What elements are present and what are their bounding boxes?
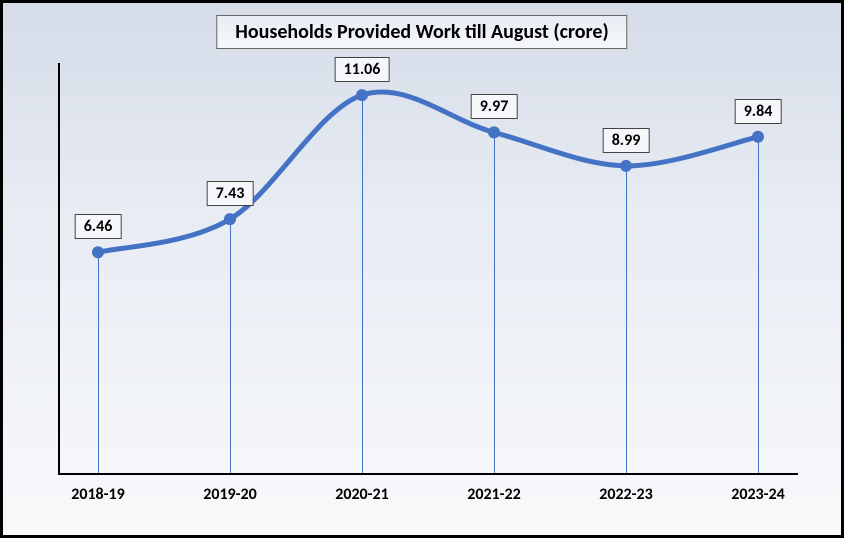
x-axis-label: 2021-22 [467, 485, 521, 504]
x-axis-label: 2019-20 [203, 485, 257, 504]
drop-line [494, 132, 495, 473]
drop-line [230, 219, 231, 473]
drop-line [362, 95, 363, 473]
data-label: 9.84 [735, 99, 782, 124]
x-axis-label: 2018-19 [71, 485, 125, 504]
drop-line [626, 166, 627, 473]
x-axis-label: 2020-21 [335, 485, 389, 504]
drop-line [758, 137, 759, 473]
data-label: 9.97 [471, 94, 518, 119]
data-label: 11.06 [335, 57, 390, 82]
chart-container: Households Provided Work till August (cr… [0, 0, 844, 538]
x-axis-label: 2022-23 [599, 485, 653, 504]
x-axis-label: 2023-24 [731, 485, 785, 504]
data-label: 6.46 [75, 214, 122, 239]
line-series [3, 3, 844, 541]
data-label: 7.43 [207, 181, 254, 206]
data-label: 8.99 [603, 128, 650, 153]
drop-line [98, 252, 99, 473]
